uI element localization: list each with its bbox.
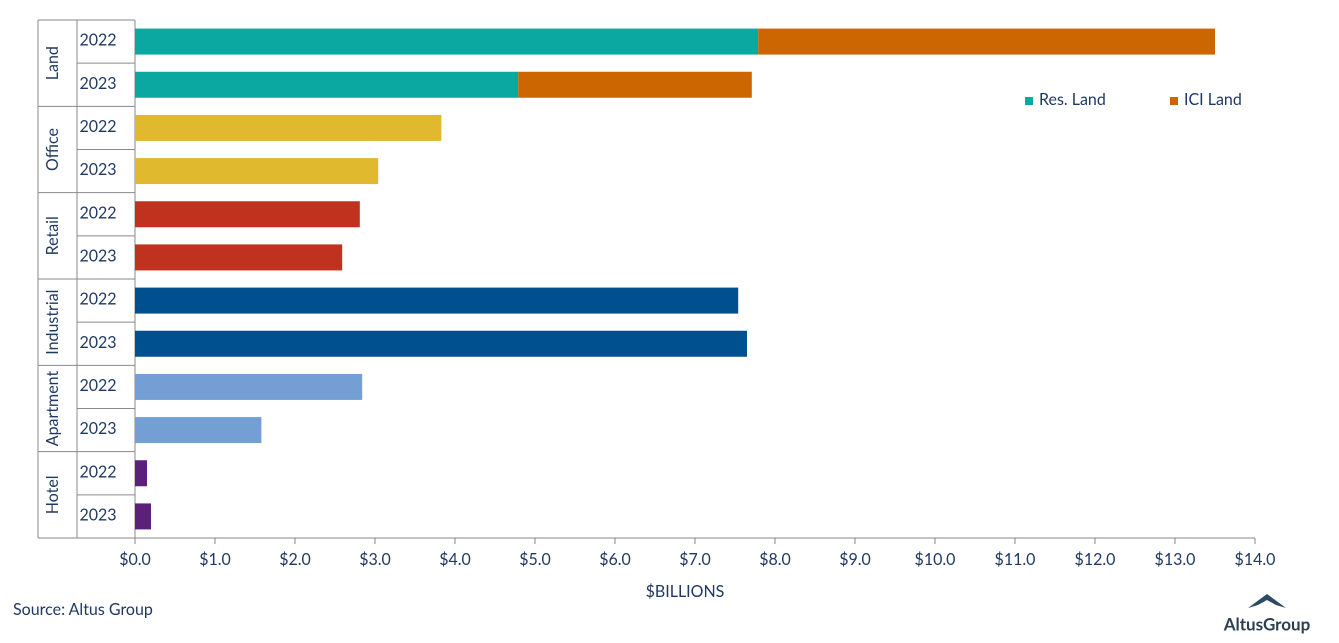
- y-tick-label: 2022: [79, 290, 116, 309]
- x-tick-label: $10.0: [915, 550, 956, 569]
- y-tick-label: 2022: [79, 117, 116, 136]
- y-tick-label: 2022: [79, 203, 116, 222]
- x-tick-label: $9.0: [839, 550, 871, 569]
- legend-swatch: [1170, 97, 1178, 105]
- logo-mark: [1248, 594, 1286, 608]
- x-tick-label: $5.0: [519, 550, 551, 569]
- x-tick-label: $8.0: [759, 550, 791, 569]
- group-label: Hotel: [43, 475, 62, 514]
- y-tick-label: 2022: [79, 31, 116, 50]
- x-tick-label: $1.0: [199, 550, 231, 569]
- x-tick-label: $14.0: [1235, 550, 1276, 569]
- y-tick-label: 2023: [79, 74, 116, 93]
- bar: [135, 330, 747, 357]
- y-tick-label: 2023: [79, 505, 116, 524]
- bar: [135, 287, 739, 314]
- bar: [135, 114, 442, 141]
- bar: [135, 417, 262, 444]
- x-tick-label: $7.0: [679, 550, 711, 569]
- bar: [135, 503, 151, 530]
- bar: [135, 158, 379, 185]
- x-tick-label: $0.0: [119, 550, 151, 569]
- x-tick-label: $12.0: [1075, 550, 1116, 569]
- bar: [135, 460, 147, 487]
- y-tick-label: 2022: [79, 376, 116, 395]
- x-tick-label: $6.0: [599, 550, 631, 569]
- x-tick-label: $3.0: [359, 550, 391, 569]
- bar: [135, 28, 759, 55]
- bar: [758, 28, 1215, 55]
- x-tick-label: $2.0: [279, 550, 311, 569]
- group-label: Office: [43, 128, 62, 171]
- bar: [135, 244, 343, 271]
- bar: [518, 71, 752, 98]
- group-label: Industrial: [43, 290, 62, 355]
- group-label: Apartment: [43, 371, 62, 447]
- bar: [135, 373, 363, 400]
- x-tick-label: $11.0: [995, 550, 1036, 569]
- legend-label: ICI Land: [1184, 90, 1242, 109]
- x-axis-title: $BILLIONS: [646, 582, 725, 601]
- legend-swatch: [1025, 97, 1033, 105]
- x-tick-label: $4.0: [439, 550, 471, 569]
- logo: AltusGroup: [1223, 613, 1311, 634]
- bar: [135, 201, 360, 228]
- y-tick-label: 2023: [79, 333, 116, 352]
- bar: [135, 71, 519, 98]
- x-tick-label: $13.0: [1155, 550, 1196, 569]
- group-label: Land: [43, 46, 62, 80]
- source-note: Source: Altus Group: [13, 600, 153, 619]
- legend-label: Res. Land: [1039, 90, 1106, 109]
- y-tick-label: 2023: [79, 246, 116, 265]
- y-tick-label: 2023: [79, 160, 116, 179]
- y-tick-label: 2023: [79, 419, 116, 438]
- y-tick-label: 2022: [79, 462, 116, 481]
- group-label: Retail: [43, 216, 62, 255]
